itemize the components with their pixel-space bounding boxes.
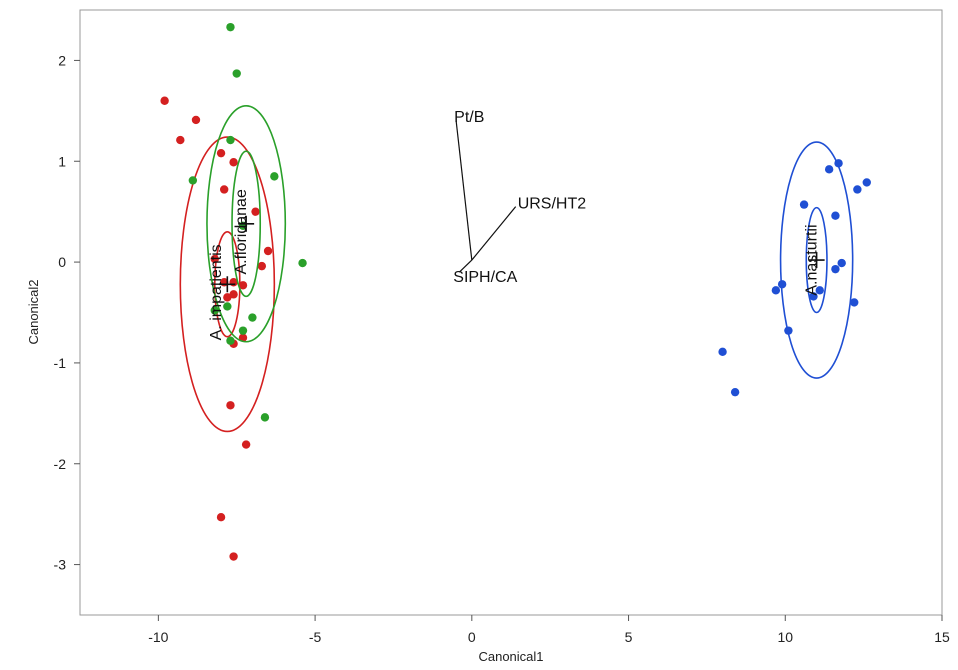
confidence-ellipse-outer <box>206 104 287 343</box>
biplot-label: SIPH/CA <box>453 269 517 286</box>
biplot-label: URS/HT2 <box>518 196 587 213</box>
group-label: A.nasturtii <box>804 224 821 295</box>
data-point <box>223 293 232 302</box>
data-point <box>298 258 307 268</box>
data-layer: A. impatientis A.floridanae A.nasturtii Pt/… <box>160 22 871 561</box>
data-point <box>176 135 185 145</box>
data-point <box>260 413 270 422</box>
data-point <box>809 292 818 301</box>
data-point <box>226 336 235 345</box>
data-point <box>223 302 232 311</box>
data-point <box>238 333 248 342</box>
confidence-ellipse-inner <box>231 150 262 298</box>
x-tick-label: -5 <box>309 629 322 645</box>
confidence-ellipse-outer <box>179 136 276 433</box>
data-point <box>862 178 871 187</box>
y-tick-label: 2 <box>58 52 66 68</box>
data-point <box>238 281 248 290</box>
data-point <box>229 290 238 299</box>
data-point <box>160 96 169 105</box>
data-point <box>257 261 267 271</box>
data-point <box>216 148 226 158</box>
y-axis-title: Canonical2 <box>26 279 41 344</box>
y-tick-label: 1 <box>58 153 66 169</box>
x-tick-label: 15 <box>934 629 950 645</box>
confidence-ellipse-outer <box>779 141 854 379</box>
x-tick-label: 10 <box>777 629 793 645</box>
data-point <box>216 512 226 522</box>
series-group <box>188 22 307 422</box>
group-label: A. impatientis <box>208 244 225 340</box>
data-point <box>210 306 219 315</box>
x-tick-label: -10 <box>148 629 168 645</box>
data-point <box>853 185 862 194</box>
data-point <box>241 440 251 449</box>
data-point <box>850 298 859 307</box>
series-group <box>160 96 276 561</box>
data-point <box>824 165 834 174</box>
x-axis-title: Canonical1 <box>478 649 543 664</box>
data-point <box>771 286 781 295</box>
data-point <box>229 158 238 167</box>
data-point <box>226 401 235 410</box>
y-tick-label: -3 <box>54 557 67 573</box>
data-point <box>232 69 241 78</box>
data-point <box>831 264 840 274</box>
data-point <box>815 286 824 295</box>
data-point <box>191 115 201 125</box>
biplot-ray <box>471 206 517 261</box>
group-label: A.floridanae <box>233 189 250 274</box>
data-point <box>718 347 727 357</box>
data-point <box>784 326 793 335</box>
data-point <box>834 159 843 168</box>
data-point <box>188 176 198 185</box>
y-tick-label: -1 <box>54 355 67 371</box>
data-point <box>270 172 279 181</box>
data-point <box>229 552 238 561</box>
data-point <box>210 254 219 264</box>
data-point <box>238 326 248 335</box>
x-tick-label: 5 <box>625 629 633 645</box>
data-point <box>730 387 740 397</box>
data-point <box>251 207 260 216</box>
confidence-ellipse-inner <box>805 206 828 314</box>
y-tick-label: -2 <box>54 456 67 472</box>
biplot-label: Pt/B <box>454 109 484 126</box>
data-point <box>831 211 840 220</box>
biplot-ray <box>458 259 473 273</box>
data-point <box>837 258 846 268</box>
y-tick-label: 0 <box>58 254 66 270</box>
data-point <box>263 246 273 256</box>
data-point <box>226 135 235 145</box>
data-point <box>226 22 235 32</box>
series-group <box>718 141 871 397</box>
biplot-ray <box>455 120 473 261</box>
data-point <box>799 200 809 209</box>
data-point <box>777 280 787 289</box>
x-tick-label: 0 <box>468 629 476 645</box>
data-point <box>219 185 229 194</box>
data-point <box>248 313 257 322</box>
